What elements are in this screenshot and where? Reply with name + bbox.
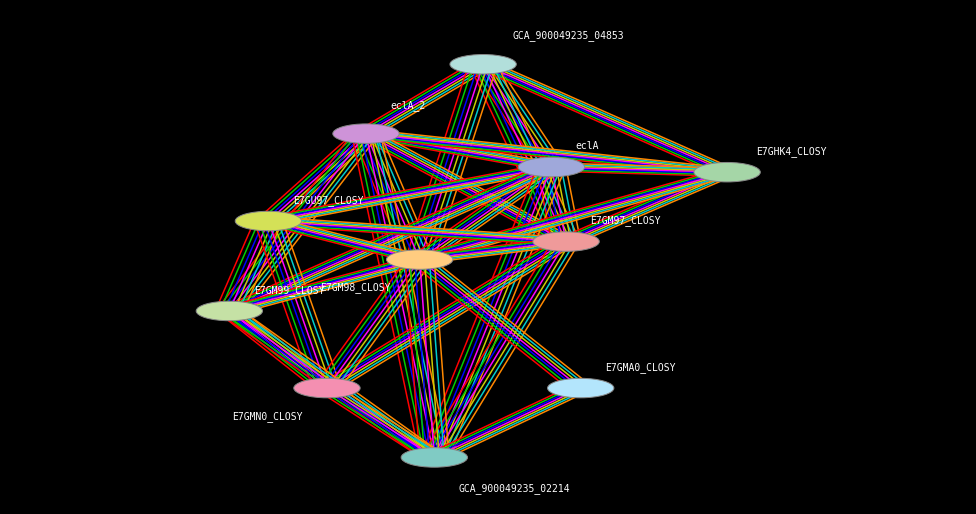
Text: eclA: eclA — [576, 141, 599, 152]
Ellipse shape — [401, 448, 468, 467]
Ellipse shape — [386, 250, 453, 269]
Text: eclA_2: eclA_2 — [390, 100, 426, 111]
Text: E7GHK4_CLOSY: E7GHK4_CLOSY — [756, 146, 827, 157]
Text: E7GM99_CLOSY: E7GM99_CLOSY — [254, 285, 324, 296]
Ellipse shape — [450, 54, 516, 74]
Ellipse shape — [533, 232, 599, 251]
Ellipse shape — [694, 162, 760, 182]
Text: E7GM98_CLOSY: E7GM98_CLOSY — [320, 282, 390, 293]
Text: E7GMN0_CLOSY: E7GMN0_CLOSY — [232, 411, 303, 422]
Text: GCA_900049235_04853: GCA_900049235_04853 — [512, 30, 624, 42]
Ellipse shape — [548, 378, 614, 398]
Text: E7GM97_CLOSY: E7GM97_CLOSY — [590, 215, 661, 227]
Text: E7GU97_CLOSY: E7GU97_CLOSY — [293, 195, 363, 206]
Ellipse shape — [294, 378, 360, 398]
Ellipse shape — [518, 157, 585, 177]
Text: E7GMA0_CLOSY: E7GMA0_CLOSY — [605, 362, 675, 373]
Ellipse shape — [333, 124, 399, 143]
Ellipse shape — [196, 301, 263, 321]
Ellipse shape — [235, 211, 302, 231]
Text: GCA_900049235_02214: GCA_900049235_02214 — [459, 483, 570, 494]
